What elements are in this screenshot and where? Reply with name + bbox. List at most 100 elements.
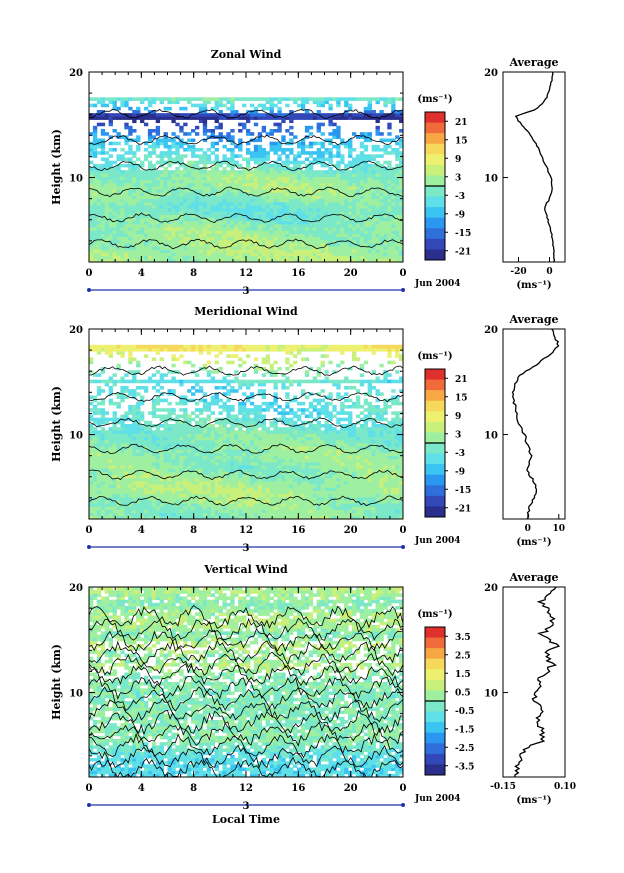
heatmap-cell xyxy=(218,481,223,485)
heatmap-cell xyxy=(344,246,349,250)
heatmap-cell xyxy=(375,481,380,485)
heatmap-cell xyxy=(234,208,239,212)
heatmap-cell xyxy=(171,249,176,253)
heatmap-cell xyxy=(257,477,263,482)
heatmap-cell xyxy=(96,515,102,520)
heatmap-cell xyxy=(234,144,239,149)
heatmap-cell xyxy=(222,493,227,498)
heatmap-cell xyxy=(379,192,384,196)
heatmap-cell xyxy=(136,110,141,114)
heatmap-cell xyxy=(214,189,219,193)
heatmap-cell xyxy=(285,129,290,133)
heatmap-cell xyxy=(332,132,337,136)
heatmap-cell xyxy=(399,129,404,133)
heatmap-cell xyxy=(281,167,286,171)
heatmap-cell xyxy=(379,97,384,101)
heatmap-cell xyxy=(351,176,357,181)
heatmap-cell xyxy=(230,481,235,485)
heatmap-cell xyxy=(332,255,337,260)
heatmap-cell xyxy=(100,103,106,108)
heatmap-cell xyxy=(108,182,113,187)
heatmap-cell xyxy=(202,205,208,209)
heatmap-cell xyxy=(191,103,196,108)
heatmap-cell xyxy=(96,477,102,482)
heatmap-cell xyxy=(355,217,361,222)
heatmap-cell xyxy=(140,214,145,219)
heatmap-cell xyxy=(140,176,145,181)
heatmap-cell xyxy=(214,220,219,225)
heatmap-cell xyxy=(234,233,239,238)
heatmap-cell xyxy=(222,173,227,177)
heatmap-cell xyxy=(316,487,321,491)
heatmap-cell xyxy=(238,211,243,215)
heatmap-cell xyxy=(171,458,176,463)
colorbar-segment xyxy=(425,143,445,155)
heatmap-cell xyxy=(304,116,310,120)
heatmap-cell xyxy=(367,138,373,143)
heatmap-cell xyxy=(379,477,384,482)
heatmap-cell xyxy=(179,481,184,485)
heatmap-cell xyxy=(300,236,306,241)
heatmap-cell xyxy=(163,471,168,476)
heatmap-cell xyxy=(383,462,388,466)
heatmap-cell xyxy=(336,484,341,488)
heatmap-cell xyxy=(206,97,212,101)
heatmap-cell xyxy=(202,151,208,155)
heatmap-cell xyxy=(285,160,290,165)
heatmap-cell xyxy=(300,496,306,501)
heatmap-cell xyxy=(246,503,251,507)
heatmap-cell xyxy=(132,138,137,143)
heatmap-cell xyxy=(96,208,102,212)
heatmap-cell xyxy=(383,230,388,234)
heatmap-cell xyxy=(218,220,223,225)
heatmap-cell xyxy=(328,214,333,219)
heatmap-cell xyxy=(387,246,392,250)
heatmap-cell xyxy=(359,493,365,498)
heatmap-cell xyxy=(198,458,204,463)
heatmap-cell xyxy=(238,173,243,177)
heatmap-cell xyxy=(226,484,231,488)
heatmap-cell xyxy=(269,132,274,136)
heatmap-cell xyxy=(206,205,212,209)
heatmap-cell xyxy=(293,506,298,510)
heatmap-cell xyxy=(96,465,102,469)
heatmap-cell xyxy=(304,195,310,200)
heatmap-cell xyxy=(269,106,274,111)
heatmap-cell xyxy=(257,97,263,101)
heatmap-cell xyxy=(289,214,294,219)
heatmap-cell xyxy=(316,116,321,120)
heatmap-cell xyxy=(293,205,298,209)
heatmap-cell xyxy=(124,471,129,476)
heatmap-cell xyxy=(371,154,376,158)
heatmap-cell xyxy=(355,97,361,101)
heatmap-cell xyxy=(285,477,290,482)
heatmap-cell xyxy=(320,157,325,162)
heatmap-cell xyxy=(136,170,141,174)
heatmap-cell xyxy=(128,192,133,196)
heatmap-cell xyxy=(336,192,341,196)
heatmap-cell xyxy=(297,211,302,215)
heatmap-cell xyxy=(300,214,306,219)
heatmap-cell xyxy=(143,208,149,212)
heatmap-cell xyxy=(320,258,325,263)
heatmap-cell xyxy=(293,182,298,187)
heatmap-cell xyxy=(367,189,373,193)
heatmap-cell xyxy=(100,186,106,190)
heatmap-cell xyxy=(104,132,110,136)
heatmap-cell xyxy=(340,205,345,209)
heatmap-cell xyxy=(359,205,365,209)
heatmap-cell xyxy=(159,462,164,466)
heatmap-cell xyxy=(202,465,208,469)
heatmap-cell xyxy=(300,151,306,155)
heatmap-cell xyxy=(249,189,255,193)
heatmap-cell xyxy=(297,144,302,149)
heatmap-cell xyxy=(167,157,172,162)
heatmap-cell xyxy=(269,205,274,209)
heatmap-cell xyxy=(289,484,294,488)
heatmap-cell xyxy=(218,500,223,504)
heatmap-cell xyxy=(175,173,180,177)
heatmap-cell xyxy=(210,458,216,463)
heatmap-cell xyxy=(293,220,298,225)
heatmap-cell xyxy=(344,214,349,219)
y-tick-label: 10 xyxy=(69,174,83,185)
